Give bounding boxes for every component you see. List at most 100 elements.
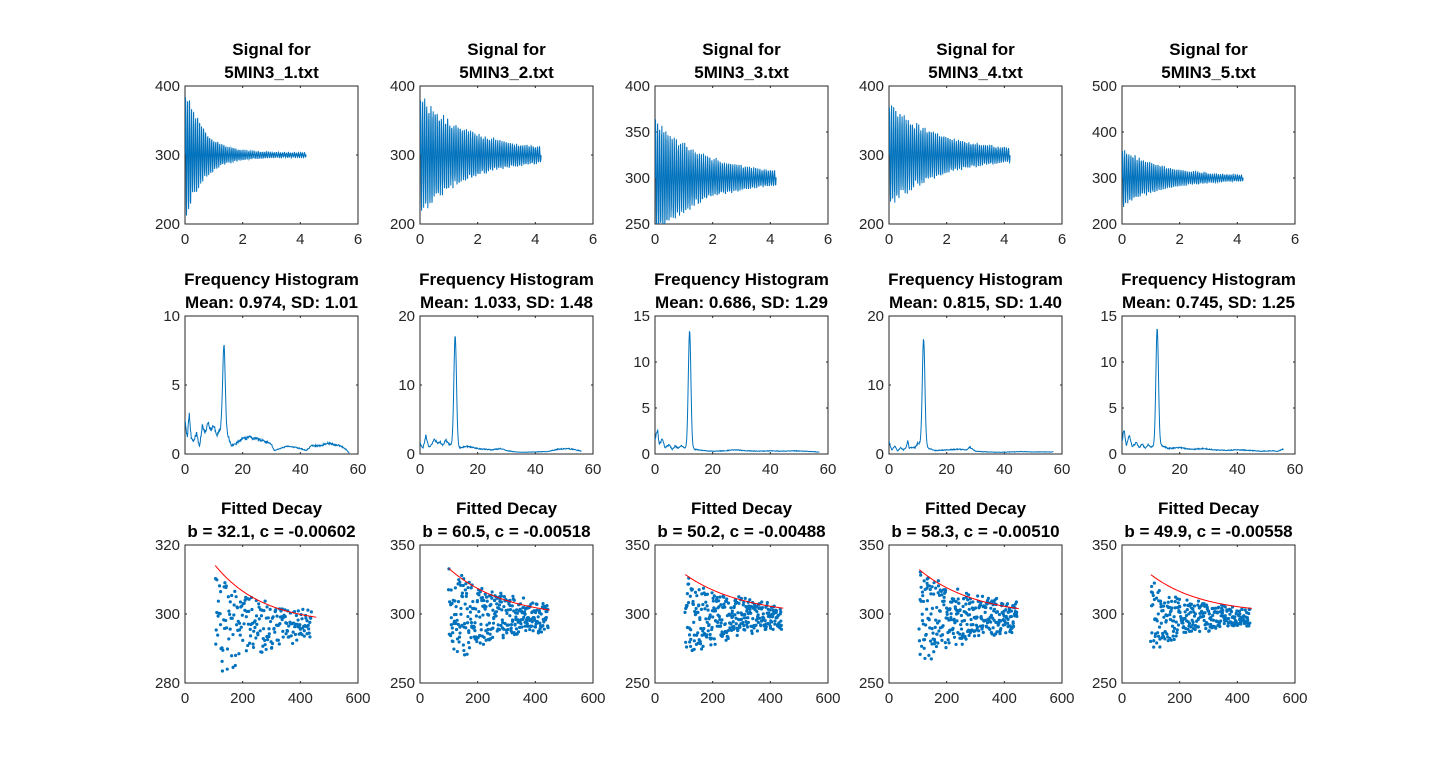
- scatter-point: [302, 629, 306, 633]
- scatter-point: [722, 632, 726, 636]
- scatter-point: [530, 620, 534, 624]
- scatter-point: [267, 635, 271, 639]
- subplot-title-line-1: Signal for: [1169, 40, 1248, 59]
- scatter-point: [779, 623, 783, 628]
- scatter-point: [460, 591, 465, 595]
- scatter-point: [264, 647, 268, 652]
- y-tick-label: 350: [1092, 537, 1117, 554]
- scatter-point: [524, 628, 528, 633]
- x-tick-label: 2: [1175, 231, 1183, 248]
- scatter-point: [973, 606, 978, 610]
- scatter-point: [1169, 609, 1173, 613]
- scatter-point: [1228, 612, 1232, 616]
- scatter-point: [451, 631, 455, 635]
- scatter-point: [937, 629, 941, 633]
- scatter-point: [449, 623, 453, 627]
- scatter-point: [1185, 598, 1189, 602]
- scatter-point: [702, 626, 706, 631]
- scatter-point: [708, 632, 712, 637]
- fit-curve-line: [214, 565, 317, 618]
- scatter-point: [709, 636, 714, 640]
- scatter-point: [296, 618, 300, 622]
- scatter-point: [954, 600, 958, 604]
- scatter-point: [745, 625, 750, 629]
- scatter-point: [247, 597, 251, 601]
- scatter-point: [774, 609, 778, 613]
- scatter-point: [962, 618, 967, 623]
- scatter-point: [768, 608, 772, 612]
- scatter-point: [1157, 589, 1161, 593]
- scatter-point: [966, 628, 971, 632]
- scatter-point: [294, 613, 299, 618]
- scatter-point: [930, 585, 934, 589]
- scatter-point: [464, 582, 468, 586]
- y-tick-label: 400: [155, 78, 180, 95]
- scatter-point: [261, 627, 266, 631]
- scatter-point: [966, 598, 970, 602]
- scatter-point: [720, 634, 724, 638]
- scatter-point: [947, 641, 951, 645]
- scatter-point: [1248, 621, 1252, 625]
- scatter-point: [487, 621, 492, 625]
- x-tick-label: 200: [230, 690, 255, 707]
- scatter-point: [1247, 611, 1251, 616]
- scatter-point: [1236, 622, 1241, 626]
- scatter-point: [215, 578, 219, 582]
- scatter-point: [450, 626, 454, 630]
- y-tick-label: 320: [155, 537, 180, 554]
- scatter-point: [696, 631, 700, 635]
- scatter-point: [464, 626, 468, 630]
- scatter-point: [495, 602, 499, 606]
- x-tick-label: 2: [942, 231, 950, 248]
- scatter-point: [461, 583, 465, 588]
- scatter-point: [956, 597, 960, 601]
- scatter-point: [731, 627, 736, 632]
- scatter-point: [1198, 629, 1202, 633]
- scatter-point: [449, 616, 453, 620]
- scatter-point: [971, 600, 975, 604]
- subplot-title-line-1: Frequency Histogram: [1121, 270, 1296, 289]
- scatter-point: [1173, 606, 1177, 610]
- scatter-point: [469, 636, 473, 640]
- scatter-point: [478, 615, 482, 619]
- scatter-point: [1172, 615, 1176, 619]
- scatter-point: [293, 632, 297, 637]
- scatter-point: [508, 607, 513, 612]
- scatter-point: [728, 613, 732, 617]
- scatter-point: [474, 607, 478, 611]
- subplot-title-line-2: b = 49.9, c = -0.00558: [1124, 522, 1292, 541]
- scatter-point: [493, 598, 497, 602]
- scatter-point: [454, 621, 458, 626]
- scatter-point: [263, 599, 267, 603]
- x-tick-label: 400: [523, 690, 548, 707]
- scatter-point: [235, 606, 240, 610]
- scatter-point: [228, 600, 232, 604]
- scatter-point: [1207, 609, 1211, 613]
- subplot-r2-c4: 0 20 40 60 0 10 20 Frequency Histogram Mean: 0.8…: [867, 270, 1070, 478]
- scatter-point: [992, 618, 996, 622]
- scatter-point: [238, 600, 243, 604]
- y-tick-label: 15: [633, 308, 650, 325]
- scatter-point: [248, 641, 252, 645]
- scatter-point: [494, 610, 499, 614]
- scatter-point: [983, 618, 988, 623]
- scatter-point: [505, 611, 509, 616]
- scatter-point: [233, 589, 237, 593]
- y-tick-label: 0: [172, 446, 180, 463]
- y-tick-label: 300: [390, 147, 415, 164]
- scatter-point: [937, 619, 941, 623]
- scatter-point: [967, 613, 972, 617]
- scatter-point: [1159, 621, 1163, 625]
- scatter-point: [693, 609, 697, 614]
- scatter-point: [933, 640, 937, 644]
- scatter-point: [464, 594, 468, 598]
- scatter-point: [462, 653, 467, 657]
- scatter-point: [952, 635, 957, 639]
- scatter-point: [754, 623, 758, 627]
- scatter-point: [457, 578, 461, 582]
- scatter-point: [739, 617, 744, 622]
- scatter-point: [1162, 615, 1166, 619]
- scatter-point: [999, 619, 1003, 623]
- scatter-point: [1196, 603, 1200, 607]
- scatter-point: [537, 629, 541, 633]
